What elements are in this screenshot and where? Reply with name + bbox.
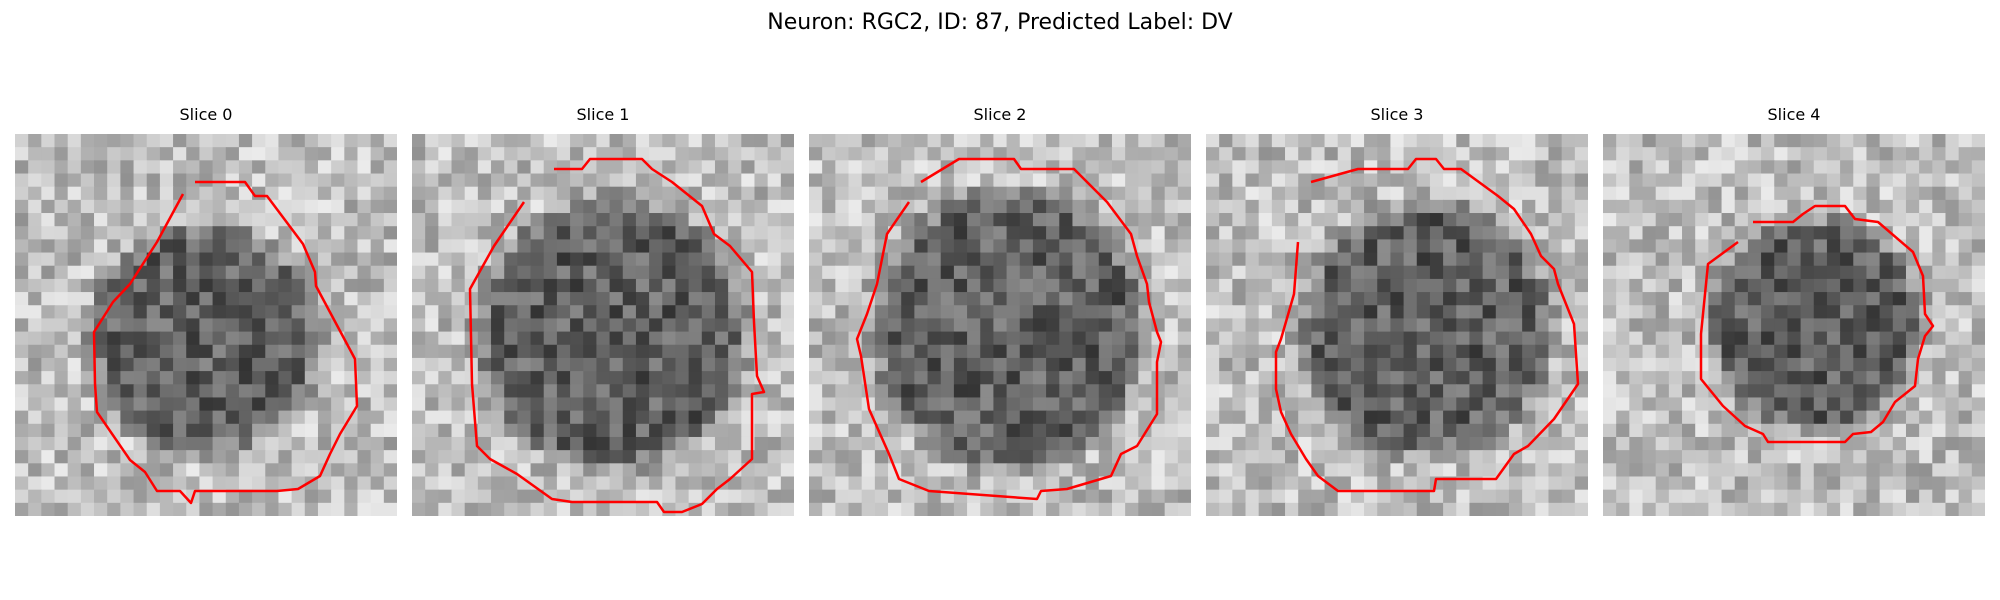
slice-pixels-3	[1206, 134, 1588, 516]
slice-panel-1: Slice 1	[412, 105, 794, 516]
slice-image-1	[412, 134, 794, 516]
slice-panel-0: Slice 0	[15, 105, 397, 516]
slice-title-1: Slice 1	[576, 105, 630, 124]
cell-contour-0	[92, 180, 359, 505]
slice-title-3: Slice 3	[1370, 105, 1424, 124]
cell-contour-4	[1699, 204, 1935, 444]
slice-pixels-4	[1603, 134, 1985, 516]
slice-image-4	[1603, 134, 1985, 516]
figure-title: Neuron: RGC2, ID: 87, Predicted Label: D…	[767, 10, 1233, 35]
slice-title-4: Slice 4	[1767, 105, 1821, 124]
slice-pixels-2	[809, 134, 1191, 516]
slice-pixels-0	[15, 134, 397, 516]
slice-pixels-1	[412, 134, 794, 516]
cell-contour-1	[468, 157, 766, 514]
cell-contour-2	[855, 157, 1163, 501]
slice-panel-4: Slice 4	[1603, 105, 1985, 516]
slice-image-0	[15, 134, 397, 516]
cell-contour-3	[1274, 157, 1580, 493]
slice-panel-2: Slice 2	[809, 105, 1191, 516]
slice-title-2: Slice 2	[973, 105, 1027, 124]
slice-title-0: Slice 0	[179, 105, 233, 124]
slice-panel-3: Slice 3	[1206, 105, 1588, 516]
slice-image-2	[809, 134, 1191, 516]
slice-image-3	[1206, 134, 1588, 516]
